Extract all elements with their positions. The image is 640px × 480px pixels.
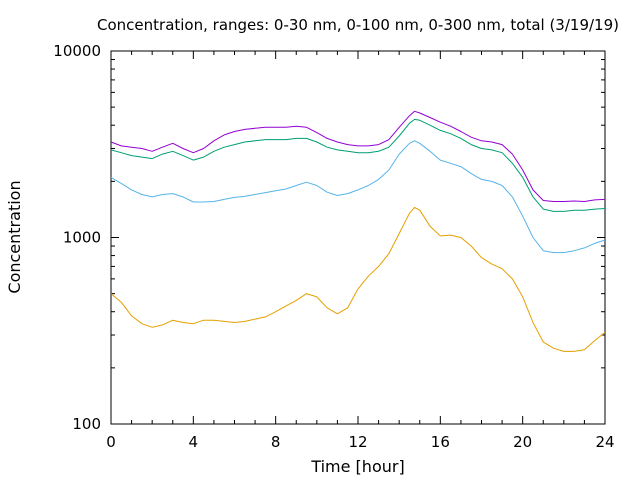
series-lines (110, 110, 606, 352)
x-tick-label: 24 (595, 433, 614, 451)
x-tick-label: 16 (431, 433, 450, 451)
series-line-2 (110, 140, 606, 254)
x-tick-label: 8 (271, 433, 281, 451)
plot-frame (110, 50, 606, 425)
x-tick-label: 12 (348, 433, 367, 451)
x-axis-label: Time [hour] (310, 457, 404, 476)
series-line-1 (110, 206, 606, 352)
x-tick-label: 0 (106, 433, 116, 451)
x-tick-label: 4 (189, 433, 199, 451)
chart-title: Concentration, ranges: 0-30 nm, 0-100 nm… (97, 16, 619, 34)
y-tick-label: 10000 (53, 42, 101, 60)
x-axis-ticks: 0 4 8 12 16 20 24 (106, 51, 615, 451)
series-line-3 (110, 118, 606, 212)
y-axis-label: Concentration (5, 180, 24, 293)
x-tick-label: 20 (513, 433, 532, 451)
y-axis-ticks: 100 1000 10000 (53, 42, 605, 433)
series-line-4 (110, 110, 606, 202)
y-tick-label: 100 (72, 415, 101, 433)
minor-ticks (111, 51, 605, 424)
y-tick-label: 1000 (63, 229, 101, 247)
